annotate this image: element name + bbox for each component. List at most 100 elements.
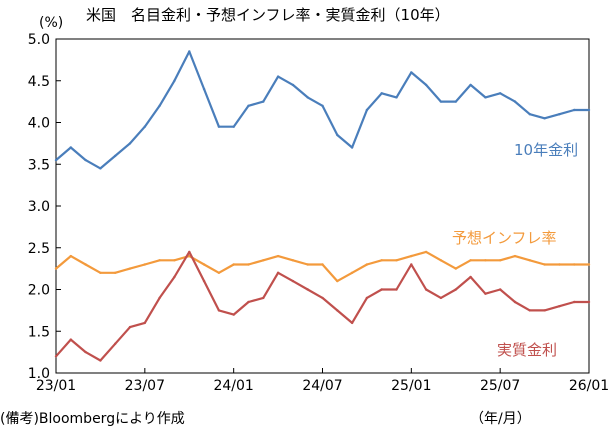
data-point: [587, 300, 591, 304]
data-point: [395, 288, 398, 291]
data-point: [69, 254, 73, 258]
data-point: [143, 321, 146, 325]
data-point: [469, 83, 472, 87]
data-point: [365, 296, 369, 300]
data-point: [410, 254, 413, 258]
data-point: [469, 275, 472, 279]
y-tick-label: 3.5: [28, 157, 50, 173]
data-point: [558, 113, 561, 116]
data-point: [262, 296, 265, 300]
data-point: [232, 125, 235, 128]
series-lines: [54, 50, 591, 362]
data-point: [336, 133, 339, 137]
source-note: (備考)Bloombergにより作成: [0, 411, 185, 427]
data-point: [143, 125, 146, 128]
x-tick-label: 25/01: [391, 378, 431, 394]
data-point: [84, 263, 87, 266]
y-axis: 1.0 1.5 2.0 2.5 3.0 3.5 4.0 4.5 5.0: [28, 32, 61, 382]
data-point: [217, 271, 221, 274]
data-point: [558, 263, 561, 266]
data-point: [128, 325, 132, 329]
data-point: [247, 263, 250, 266]
data-point: [395, 96, 398, 99]
data-point: [202, 279, 206, 283]
data-point: [114, 342, 117, 345]
data-point: [306, 96, 309, 99]
data-point: [84, 350, 87, 354]
data-point: [484, 259, 487, 262]
data-point: [365, 263, 369, 266]
data-point: [69, 338, 73, 341]
data-point: [469, 259, 472, 262]
data-point: [276, 75, 280, 78]
data-point: [350, 321, 354, 325]
x-axis: 23/01 23/07 24/01 24/07 25/01 25/07 26/01: [36, 368, 609, 394]
data-point: [188, 50, 191, 53]
data-point: [543, 263, 546, 266]
x-tick-label: 25/07: [480, 378, 520, 394]
data-point: [202, 263, 206, 266]
data-point: [54, 355, 58, 358]
data-point: [114, 154, 117, 158]
data-point: [395, 259, 398, 262]
data-point: [424, 250, 428, 254]
data-point: [573, 300, 576, 304]
data-point: [84, 158, 87, 162]
y-axis-unit: (%): [39, 15, 63, 31]
data-point: [336, 279, 339, 283]
data-point: [321, 296, 324, 300]
y-tick-label: 2.5: [28, 241, 50, 257]
data-point: [69, 146, 73, 149]
data-point: [424, 83, 428, 87]
series-label-2: 実質金利: [497, 341, 557, 359]
data-point: [380, 92, 383, 95]
data-point: [513, 254, 517, 258]
data-point: [262, 259, 265, 262]
data-point: [439, 296, 443, 300]
y-tick-label: 3.0: [28, 199, 50, 215]
data-point: [336, 309, 339, 312]
data-point: [54, 158, 58, 162]
data-point: [484, 292, 487, 295]
data-point: [484, 96, 487, 99]
data-point: [573, 263, 576, 266]
data-point: [158, 296, 161, 300]
data-point: [262, 100, 265, 103]
data-point: [499, 92, 502, 95]
data-point: [410, 71, 413, 74]
data-point: [306, 288, 309, 291]
data-point: [454, 267, 457, 270]
data-point: [99, 167, 102, 170]
data-point: [128, 142, 132, 145]
y-tick-label: 4.5: [28, 74, 50, 90]
data-point: [350, 271, 354, 274]
data-point: [232, 263, 235, 266]
data-point: [173, 79, 176, 83]
data-point: [499, 259, 502, 262]
data-point: [543, 309, 546, 312]
data-point: [217, 309, 221, 312]
data-point: [321, 104, 324, 108]
data-point: [380, 288, 383, 291]
x-tick-label: 26/01: [569, 378, 609, 394]
data-point: [247, 104, 250, 108]
y-tick-label: 2.0: [28, 283, 50, 299]
data-point: [321, 263, 324, 266]
data-point: [232, 313, 235, 316]
data-point: [188, 250, 191, 254]
x-tick-label: 24/07: [302, 378, 342, 394]
plot-border: [55, 38, 590, 374]
data-point: [380, 259, 383, 262]
data-point: [247, 300, 250, 304]
x-tick-label: 24/01: [213, 378, 253, 394]
chart-title: 米国 名目金利・予想インフレ率・実質金利（10年）: [86, 6, 450, 24]
plot-frame: [55, 38, 590, 374]
data-point: [143, 263, 146, 266]
data-point: [217, 125, 221, 128]
series-label-1: 予想インフレ率: [452, 229, 557, 247]
series-line-0: [55, 50, 589, 170]
data-point: [528, 113, 531, 116]
data-point: [291, 279, 295, 283]
y-tick-label: 4.0: [28, 116, 50, 132]
